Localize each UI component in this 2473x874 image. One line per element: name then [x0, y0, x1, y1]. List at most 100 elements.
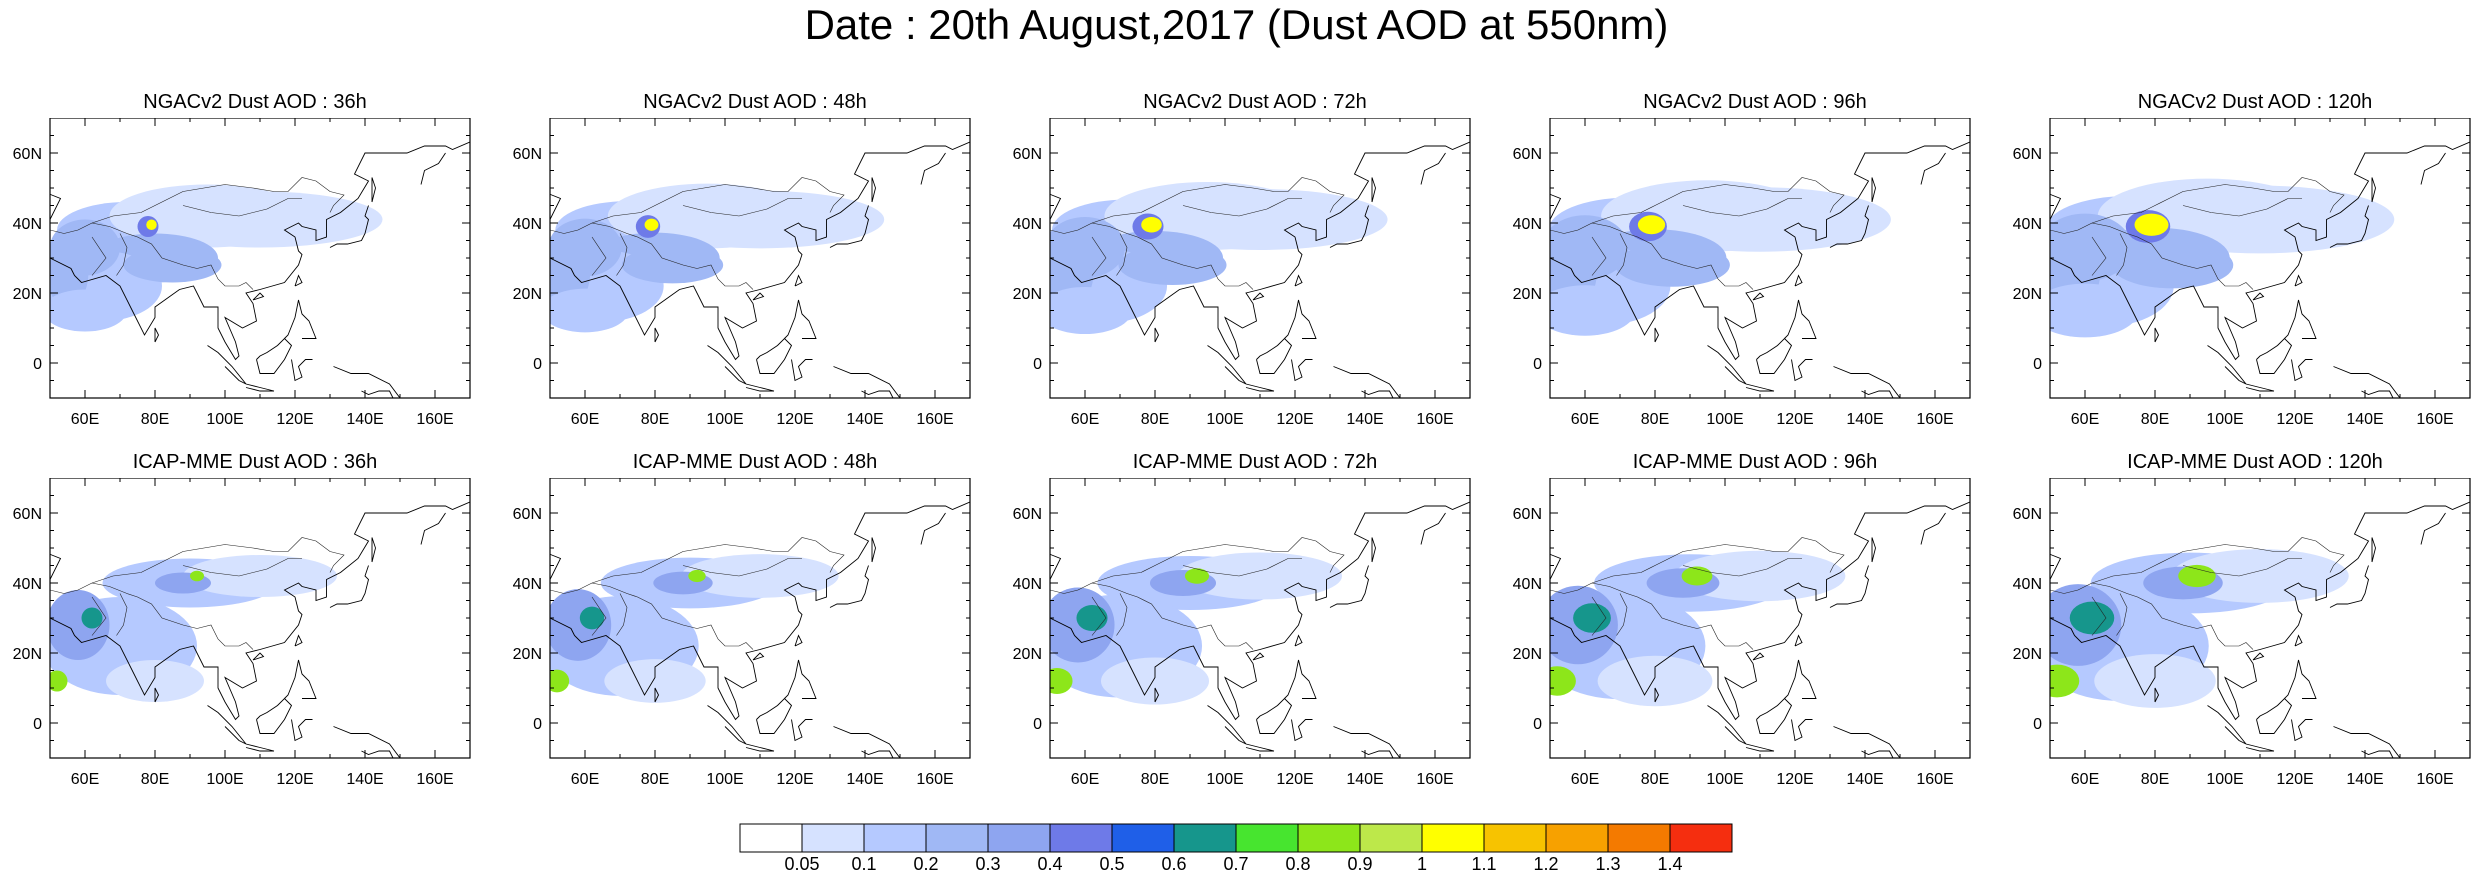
lon-tick-label: 60E: [71, 771, 99, 788]
lon-tick-label: 140E: [846, 411, 883, 428]
country-border: [591, 596, 607, 636]
coastline: [1784, 299, 1817, 339]
lat-tick-label: 40N: [13, 216, 42, 233]
country-border: [1091, 537, 1345, 584]
dust-aod-map: 60E 80E 100E 120E 140E 160E 0 20N 40N 60N: [1513, 118, 1971, 428]
lat-tick-label: 20N: [2013, 286, 2042, 303]
dust-aod-map: 60E 80E 100E 120E 140E 160E 0 20N 40N 60N: [2013, 118, 2471, 428]
coastline: [794, 274, 803, 287]
colorbar-swatch: [1483, 823, 1547, 853]
coastline: [154, 327, 160, 343]
coastline: [1284, 299, 1317, 339]
aod-field: [50, 501, 470, 758]
lon-tick-label: 160E: [1916, 411, 1953, 428]
country-border: [1091, 236, 1107, 276]
lon-tick-label: 60E: [1071, 411, 1099, 428]
aod-shading: [2111, 241, 2234, 289]
coastline: [361, 390, 394, 398]
aod-shading: [1550, 285, 1636, 336]
country-border: [616, 593, 628, 636]
panel-title: NGACv2 Dust AOD : 48h: [643, 91, 867, 113]
coastline: [2207, 345, 2247, 385]
coastline: [784, 659, 817, 699]
country-border: [1591, 177, 1845, 224]
lon-tick-label: 140E: [846, 771, 883, 788]
country-border: [550, 582, 593, 594]
lat-tick-label: 60N: [1013, 506, 1042, 523]
aod-shading: [579, 606, 605, 630]
colorbar-label: 0.4: [1037, 854, 1062, 870]
coastline: [1420, 512, 1446, 545]
lon-tick-label: 160E: [2416, 411, 2453, 428]
figure-title: Date : 20th August,2017 (Dust AOD at 550…: [804, 1, 1669, 48]
country-border: [1550, 582, 1593, 594]
coastline: [1861, 750, 1894, 758]
aod-shading: [550, 589, 612, 661]
lon-tick-label: 80E: [141, 411, 169, 428]
lon-tick-label: 160E: [1416, 771, 1453, 788]
coastline: [1245, 383, 1275, 392]
aod-shading: [644, 218, 659, 231]
country-border: [1682, 558, 1802, 577]
country-border: [1682, 198, 1802, 217]
lat-tick-label: 20N: [13, 646, 42, 663]
aod-shading: [50, 590, 110, 660]
aod-shading: [550, 669, 570, 693]
country-border: [591, 582, 754, 650]
aod-shading: [1681, 566, 1713, 586]
aod-shading: [635, 190, 885, 249]
country-border: [591, 222, 754, 290]
map-panel: NGACv2 Dust AOD : 48h 60E 80E 100E 120E 140E 1…: [505, 90, 973, 450]
coastline: [371, 537, 376, 563]
coastline: [1207, 705, 1247, 745]
country-border: [591, 537, 845, 584]
coastline: [1245, 743, 1275, 752]
country-border: [1591, 236, 1607, 276]
coastline: [333, 366, 401, 398]
coastline: [1861, 390, 1894, 398]
country-border: [2091, 582, 2254, 650]
coastline: [2154, 687, 2160, 703]
aod-shading: [604, 659, 706, 703]
lon-tick-label: 160E: [416, 411, 453, 428]
country-border: [1182, 558, 1302, 577]
lon-tick-label: 140E: [1346, 411, 1383, 428]
coastline: [329, 205, 369, 248]
coastline: [1154, 687, 1160, 703]
coastline: [1550, 501, 1970, 721]
coastline: [920, 512, 946, 545]
country-border: [91, 222, 254, 290]
lon-tick-label: 80E: [1641, 771, 1669, 788]
coastline: [1833, 726, 1901, 758]
coastline: [2294, 274, 2303, 287]
lat-tick-label: 0: [2033, 356, 2042, 373]
lon-tick-label: 140E: [346, 771, 383, 788]
country-border: [1116, 233, 1128, 276]
lon-tick-label: 80E: [641, 771, 669, 788]
country-border: [1591, 222, 1754, 290]
dust-aod-map: 60E 80E 100E 120E 140E 160E 0 20N 40N 60N: [513, 118, 971, 428]
panel-title: NGACv2 Dust AOD : 36h: [143, 91, 367, 113]
coastline: [1050, 141, 1470, 361]
dust-aod-map: 60E 80E 100E 120E 140E 160E 0 20N 40N 60N: [1013, 118, 1471, 428]
coastline: [2245, 743, 2275, 752]
colorbar-swatch: [863, 823, 927, 853]
lon-tick-label: 120E: [1776, 771, 1813, 788]
coastline: [1791, 359, 1813, 382]
lon-tick-label: 60E: [571, 411, 599, 428]
colorbar-label: 0.8: [1285, 854, 1310, 870]
lat-tick-label: 20N: [1013, 646, 1042, 663]
lon-tick-label: 100E: [1206, 771, 1243, 788]
coastline: [1871, 177, 1876, 203]
aod-shading: [1674, 550, 1846, 602]
country-border: [2091, 236, 2107, 276]
country-border: [182, 558, 302, 577]
map-panel: ICAP-MME Dust AOD : 48h 60E 80E 100E 120E 140…: [505, 450, 973, 810]
coastline: [207, 345, 247, 385]
lat-tick-label: 20N: [1513, 286, 1542, 303]
coastline: [2291, 359, 2313, 382]
coastline: [1752, 652, 1765, 661]
aod-shading: [550, 288, 629, 333]
aod-shading: [2178, 564, 2216, 588]
country-border: [550, 222, 593, 234]
